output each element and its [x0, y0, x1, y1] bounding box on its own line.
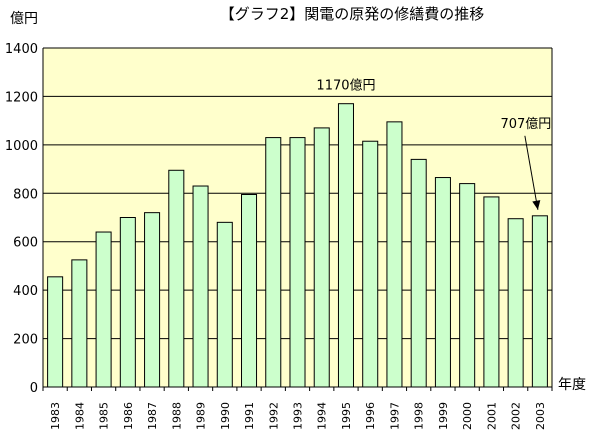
bar-1984: [71, 259, 88, 388]
annotation-arrow-head: [532, 200, 541, 210]
bar-1993: [289, 137, 306, 388]
x-tick-label: 2001: [485, 402, 498, 430]
y-tick-label: 600: [13, 236, 38, 251]
bars: [47, 103, 548, 388]
x-axis-label: 年度: [558, 377, 586, 393]
x-tick-labels: 1983 1984 1985 1986 1987 1988 1989 1990 1991 1992…: [49, 402, 547, 430]
x-tick-label: 1995: [340, 402, 353, 430]
bar-1986: [119, 217, 136, 388]
bar-1988: [168, 169, 185, 388]
x-tick-label: 1986: [122, 402, 135, 430]
y-tick-label: 800: [13, 187, 38, 202]
x-tick-label: 1989: [195, 402, 208, 430]
x-tick-label: 1990: [219, 402, 232, 430]
x-tick-label: 1985: [98, 402, 111, 430]
y-tick-label: 400: [13, 284, 38, 299]
bar-1985: [95, 231, 112, 388]
x-tick-label: 1997: [388, 402, 401, 430]
annotation-latest: 707億円: [500, 116, 551, 132]
bar-1989: [192, 185, 209, 388]
x-tick-label: 1988: [170, 402, 183, 430]
bar-1992: [265, 137, 282, 388]
x-tick-label: 1998: [413, 402, 426, 430]
axes: [42, 47, 553, 391]
x-tick-label: 1992: [267, 402, 280, 430]
x-tick-label: 1993: [292, 402, 305, 430]
y-tick-labels: 0 200 400 600 800 1000 1200 1400: [5, 42, 38, 396]
bar-1997: [386, 121, 403, 388]
y-tick-label: 200: [13, 333, 38, 348]
bar-1999: [434, 177, 451, 388]
x-tick-label: 1983: [49, 402, 62, 430]
annotations: 1170億円 707億円: [316, 78, 551, 210]
bar-1996: [362, 140, 379, 388]
bar-1995: [337, 103, 354, 388]
bar-2002: [507, 218, 524, 388]
bar-1983: [47, 276, 64, 388]
bar-2000: [459, 183, 476, 388]
bar-1991: [241, 193, 258, 388]
x-tick-label: 2002: [510, 402, 523, 430]
y-axis-label: 億円: [10, 11, 38, 27]
annotation-peak: 1170億円: [316, 78, 375, 94]
bar-1998: [410, 158, 427, 388]
y-tick-label: 1000: [5, 139, 38, 154]
chart-title: 【グラフ2】関電の原発の修繕費の推移: [220, 5, 485, 23]
bar-1990: [216, 221, 233, 388]
x-tick-label: 1984: [73, 402, 86, 430]
bar-1987: [144, 212, 161, 388]
bar-2001: [483, 196, 500, 388]
y-tick-label: 1400: [5, 42, 38, 57]
x-tick-label: 1999: [437, 402, 450, 430]
bar-1994: [313, 127, 330, 388]
x-tick-label: 2000: [461, 402, 474, 430]
x-tick-label: 2003: [534, 402, 547, 430]
x-tick-label: 1996: [364, 402, 377, 430]
x-tick-label: 1994: [316, 402, 329, 430]
bar-2003: [531, 215, 548, 388]
y-tick-label: 1200: [5, 90, 38, 105]
x-tick-label: 1991: [243, 402, 256, 430]
y-tick-label: 0: [30, 381, 38, 396]
x-tick-label: 1987: [146, 402, 159, 430]
annotation-arrow-line: [524, 135, 539, 210]
